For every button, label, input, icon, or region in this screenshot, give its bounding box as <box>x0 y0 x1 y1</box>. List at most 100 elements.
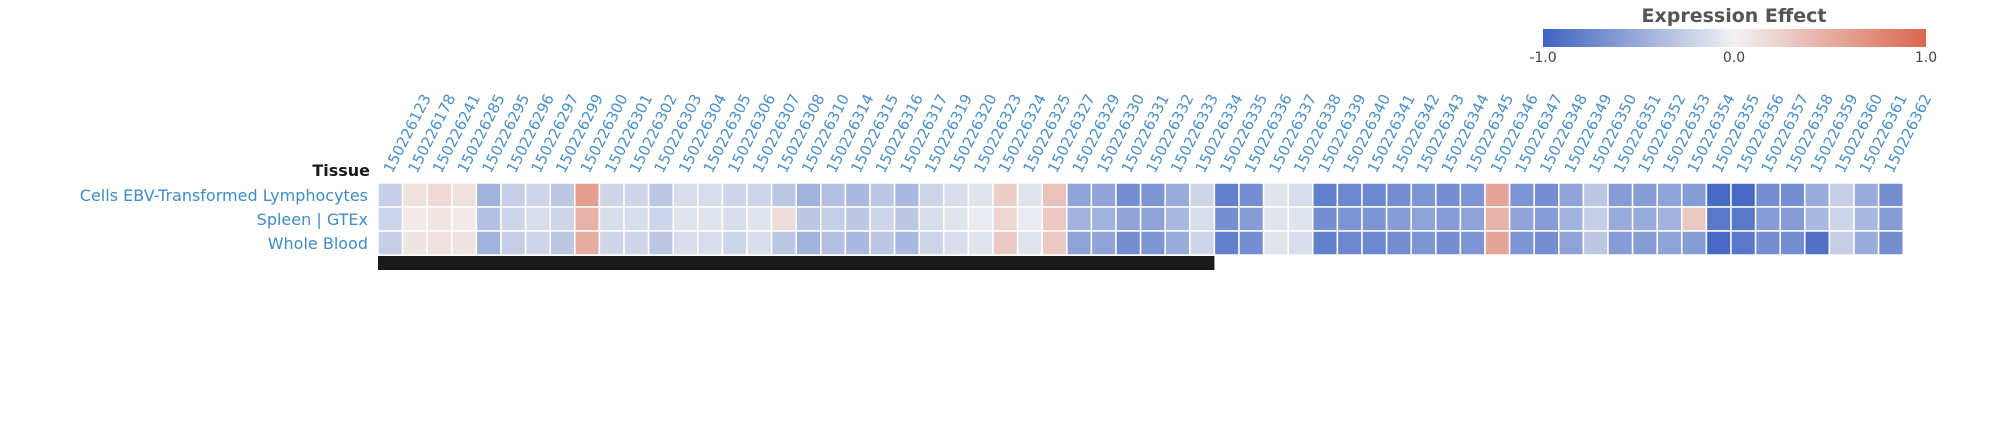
heatmap-cell <box>1459 182 1486 208</box>
heatmap-cell <box>1558 206 1585 232</box>
heatmap-cell <box>1607 182 1634 208</box>
heatmap-cell <box>524 230 551 256</box>
heatmap-cell <box>869 230 896 256</box>
heatmap-cell <box>1115 182 1142 208</box>
heatmap-cell <box>1558 182 1585 208</box>
heatmap-cell <box>1090 182 1117 208</box>
heatmap-cell <box>426 182 453 208</box>
heatmap-cell <box>844 182 871 208</box>
heatmap-cell <box>598 230 625 256</box>
heatmap-cell <box>377 182 404 208</box>
heatmap-cells <box>377 182 1904 256</box>
heatmap-cell <box>893 230 920 256</box>
heatmap-cell <box>721 182 748 208</box>
heatmap-cell <box>1754 230 1781 256</box>
legend-mid-label: 0.0 <box>1723 50 1745 66</box>
heatmap-cell <box>1435 182 1462 208</box>
heatmap-cell <box>377 206 404 232</box>
heatmap-cell <box>574 230 601 256</box>
legend-gradient-bar <box>1543 29 1926 47</box>
heatmap-cell <box>451 182 478 208</box>
heatmap-cell <box>844 230 871 256</box>
heatmap-cell <box>623 182 650 208</box>
heatmap-cell <box>401 230 428 256</box>
heatmap-cell <box>918 230 945 256</box>
heatmap-cell <box>1656 206 1683 232</box>
heatmap-cell <box>1312 230 1339 256</box>
heatmap-cell <box>623 230 650 256</box>
heatmap-cell <box>1754 206 1781 232</box>
heatmap-cell <box>574 206 601 232</box>
heatmap-cell <box>549 230 576 256</box>
row-label: Whole Blood <box>268 234 368 253</box>
heatmap-cell <box>1139 230 1166 256</box>
heatmap-cell <box>1435 206 1462 232</box>
heatmap-cell <box>1730 206 1757 232</box>
heatmap-cell <box>770 206 797 232</box>
heatmap-cell <box>1115 230 1142 256</box>
heatmap-cell <box>1705 182 1732 208</box>
heatmap-cell <box>1164 182 1191 208</box>
annotation-bar <box>378 256 1215 270</box>
heatmap-cell <box>1262 206 1289 232</box>
row-label: Spleen | GTEx <box>257 210 368 229</box>
heatmap-cell <box>770 230 797 256</box>
heatmap-cell <box>1287 230 1314 256</box>
heatmap-cell <box>1090 206 1117 232</box>
legend-min-label: -1.0 <box>1529 50 1556 66</box>
heatmap-cell <box>1041 230 1068 256</box>
heatmap-cell <box>426 206 453 232</box>
heatmap-cell <box>1853 230 1880 256</box>
heatmap-cell <box>401 182 428 208</box>
heatmap-cell <box>1877 230 1904 256</box>
heatmap-cell <box>1287 206 1314 232</box>
heatmap-cell <box>1041 206 1068 232</box>
heatmap-cell <box>820 182 847 208</box>
heatmap-cell <box>1484 182 1511 208</box>
heatmap-cell <box>524 206 551 232</box>
heatmap-cell <box>1681 182 1708 208</box>
heatmap-cell <box>1385 182 1412 208</box>
heatmap-cell <box>1164 206 1191 232</box>
heatmap-cell <box>1016 206 1043 232</box>
heatmap-cell <box>1656 230 1683 256</box>
heatmap-cell <box>1631 230 1658 256</box>
heatmap-cell <box>1238 230 1265 256</box>
column-labels: 1502261231502261781502262411502262851502… <box>380 91 1936 176</box>
heatmap-cell <box>451 206 478 232</box>
heatmap-cell <box>918 206 945 232</box>
heatmap-cell <box>1139 182 1166 208</box>
heatmap-cell <box>524 182 551 208</box>
heatmap-cell <box>918 182 945 208</box>
heatmap-cell <box>1385 206 1412 232</box>
heatmap-cell <box>1312 182 1339 208</box>
heatmap-cell <box>1066 230 1093 256</box>
heatmap-cell <box>1607 206 1634 232</box>
heatmap-cell <box>721 206 748 232</box>
heatmap-cell <box>1705 230 1732 256</box>
color-legend: Expression Effect -1.0 0.0 1.0 <box>1529 5 1937 66</box>
heatmap-cell <box>500 230 527 256</box>
heatmap-cell <box>697 182 724 208</box>
heatmap-cell <box>1238 182 1265 208</box>
heatmap-cell <box>1016 230 1043 256</box>
heatmap-cell <box>500 206 527 232</box>
heatmap-cell <box>1016 182 1043 208</box>
heatmap-cell <box>1705 206 1732 232</box>
heatmap-cell <box>1361 182 1388 208</box>
heatmap-cell <box>598 206 625 232</box>
heatmap-cell <box>1262 182 1289 208</box>
heatmap-cell <box>746 182 773 208</box>
heatmap-cell <box>475 230 502 256</box>
heatmap-cell <box>1877 206 1904 232</box>
heatmap-cell <box>1533 182 1560 208</box>
heatmap-cell <box>1238 206 1265 232</box>
legend-title: Expression Effect <box>1641 5 1826 27</box>
heatmap-cell <box>426 230 453 256</box>
heatmap-cell <box>377 230 404 256</box>
heatmap-cell <box>1435 230 1462 256</box>
heatmap-cell <box>820 230 847 256</box>
heatmap-cell <box>1336 230 1363 256</box>
heatmap-cell <box>1631 206 1658 232</box>
heatmap-cell <box>598 182 625 208</box>
